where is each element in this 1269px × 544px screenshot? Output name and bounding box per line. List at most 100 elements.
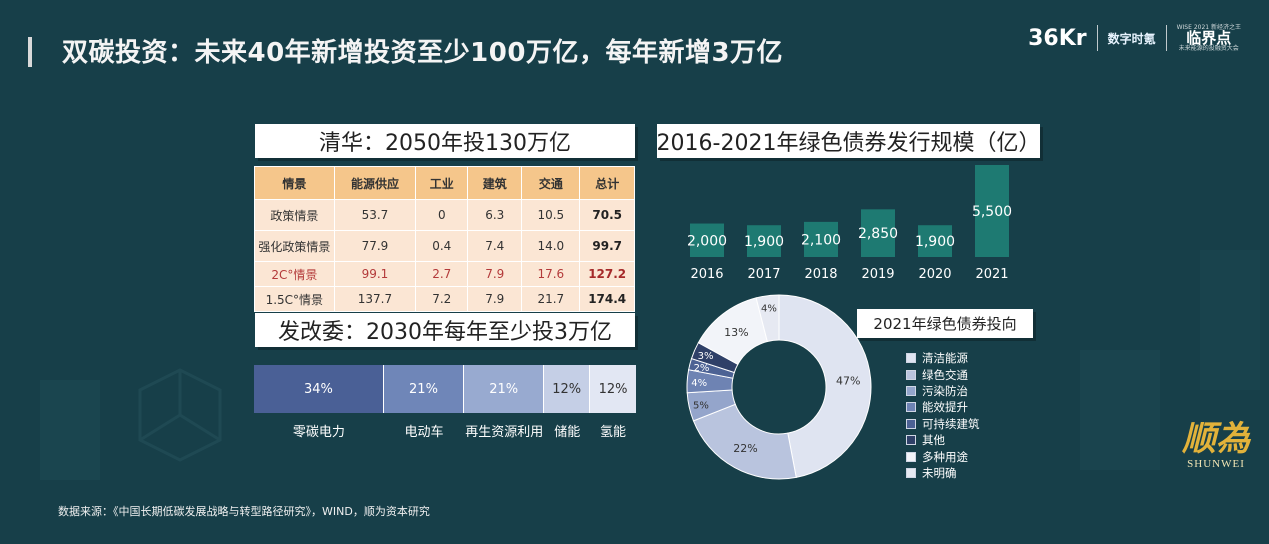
bar-value-label: 5,500 — [972, 204, 1012, 220]
table-cell: 21.7 — [521, 286, 581, 312]
table-cell: 7.9 — [467, 261, 523, 287]
legend-item: 可持续建筑 — [906, 416, 980, 432]
legend-label: 多种用途 — [922, 449, 968, 464]
bar-value-label: 2,100 — [801, 232, 841, 248]
donut-value-label: 22% — [733, 442, 757, 455]
qinghua-header: 清华：2050年投130万亿 — [255, 124, 635, 158]
bar-value-label: 1,900 — [915, 234, 955, 250]
column-header: 总计 — [579, 166, 635, 200]
bar — [690, 223, 724, 257]
investment-share-bar: 34% 21% 21% 12% 12% — [254, 365, 636, 413]
donut-value-label: 5% — [693, 400, 709, 411]
table-cell: 0 — [415, 199, 469, 231]
investment-share-labels: 零碳电力 电动车 再生资源利用 储能 氢能 — [254, 421, 636, 440]
data-source-note: 数据来源：《中国长期低碳发展战略与转型路径研究》，WIND，顺为资本研究 — [58, 505, 430, 518]
logo-linjiedian-main: 临界点 — [1186, 28, 1232, 47]
logo-linjiedian: WISE 2021 新经济之王 临界点 未来能源的投融资大会 — [1176, 23, 1241, 52]
share-segment-label: 氢能 — [600, 425, 627, 440]
legend-item: 绿色交通 — [906, 366, 980, 382]
table-row: 1.5C°情景 137.7 7.2 7.9 21.7 174.4 — [254, 286, 635, 312]
share-segment: 12% — [544, 365, 591, 413]
donut-value-label: 13% — [724, 326, 748, 339]
bond-chart-header: 2016-2021年绿色债券发行规模（亿） — [657, 124, 1040, 158]
share-segment-label: 再生资源利用 — [465, 425, 544, 440]
column-header: 交通 — [521, 166, 581, 200]
legend-swatch — [906, 451, 916, 462]
share-segment: 34% — [254, 365, 384, 413]
table-cell: 137.7 — [333, 286, 417, 312]
fgw-header: 发改委：2030年每年至少投3万亿 — [255, 313, 635, 347]
logo-divider — [1096, 25, 1098, 51]
donut-legend: 清洁能源 绿色交通 污染防治 能效提升 可持续建筑 其他 多种用途 未明确 — [906, 350, 980, 481]
table-cell: 1.5C°情景 — [254, 286, 335, 312]
bar — [804, 221, 838, 257]
legend-swatch — [906, 385, 916, 396]
legend-item: 其他 — [906, 432, 980, 448]
table-cell-total: 99.7 — [579, 230, 635, 262]
legend-label: 可持续建筑 — [922, 416, 980, 431]
legend-item: 清洁能源 — [906, 350, 980, 366]
legend-swatch — [906, 402, 916, 413]
table-cell-total: 127.2 — [579, 261, 635, 287]
bar-value-label: 2,000 — [687, 233, 727, 249]
legend-swatch — [906, 435, 916, 446]
legend-item: 能效提升 — [906, 399, 980, 415]
donut-value-label: 47% — [836, 374, 860, 387]
x-tick-label: 2017 — [747, 267, 780, 282]
logo-linjiedian-sub: 未来能源的投融资大会 — [1178, 44, 1239, 52]
x-tick-label: 2021 — [975, 267, 1008, 282]
column-header: 工业 — [415, 166, 469, 200]
donut-slice — [755, 294, 780, 343]
donut-slice — [778, 294, 872, 478]
legend-swatch — [906, 369, 916, 380]
table-cell: 99.1 — [333, 261, 417, 287]
table-cell: 7.2 — [415, 286, 469, 312]
brand-english: SHUNWEI — [1187, 458, 1245, 470]
bar — [747, 225, 781, 257]
table-cell: 政策情景 — [254, 199, 335, 231]
legend-label: 其他 — [922, 433, 945, 448]
legend-swatch — [906, 467, 916, 478]
title-accent-bar — [28, 37, 32, 67]
bar — [975, 165, 1009, 257]
donut-chart-header: 2021年绿色债券投向 — [857, 309, 1033, 338]
share-segment: 12% — [590, 365, 636, 413]
table-cell-total: 174.4 — [579, 286, 635, 312]
share-segment-label: 零碳电力 — [292, 425, 345, 440]
legend-label: 未明确 — [922, 465, 957, 480]
logo-digital: 数字时氪 — [1107, 31, 1156, 46]
x-tick-label: 2016 — [690, 267, 723, 282]
bar — [918, 225, 952, 257]
brand-chinese: 顺為 — [1182, 419, 1250, 459]
legend-label: 绿色交通 — [922, 367, 968, 382]
page-title: 双碳投资：未来40年新增投资至少100万亿，每年新增3万亿 — [62, 38, 784, 68]
donut-value-label: 4% — [761, 304, 777, 315]
table-cell: 53.7 — [333, 199, 417, 231]
column-header: 能源供应 — [333, 166, 417, 200]
share-segment-label: 电动车 — [404, 425, 444, 440]
table-cell: 77.9 — [333, 230, 417, 262]
legend-label: 能效提升 — [922, 400, 968, 415]
legend-item: 未明确 — [906, 465, 980, 481]
table-cell: 7.9 — [467, 286, 523, 312]
legend-swatch — [906, 418, 916, 429]
table-cell: 强化政策情景 — [254, 230, 335, 262]
donut-value-label: 2% — [694, 363, 710, 374]
logo-group: 36Kr 数字时氪 WISE 2021 新经济之王 临界点 未来能源的投融资大会 — [1028, 18, 1241, 58]
table-row-highlight: 2C°情景 99.1 2.7 7.9 17.6 127.2 — [254, 261, 635, 287]
share-segment: 21% — [464, 365, 545, 413]
x-tick-label: 2018 — [804, 267, 837, 282]
bar-value-label: 2,850 — [858, 226, 898, 242]
bar — [861, 209, 895, 257]
logo-linjiedian-top: WISE 2021 新经济之王 — [1176, 23, 1241, 31]
shunwei-brand-logo: 顺為 SHUNWEI — [1176, 420, 1256, 530]
logo-36kr: 36Kr — [1028, 25, 1087, 51]
table-cell: 0.4 — [415, 230, 469, 262]
x-tick-label: 2019 — [861, 267, 894, 282]
table-cell: 2.7 — [415, 261, 469, 287]
legend-item: 多种用途 — [906, 448, 980, 464]
table-cell: 7.4 — [467, 230, 523, 262]
scenario-table: 情景 能源供应 工业 建筑 交通 总计 政策情景 53.7 0 6.3 10.5… — [254, 166, 635, 312]
